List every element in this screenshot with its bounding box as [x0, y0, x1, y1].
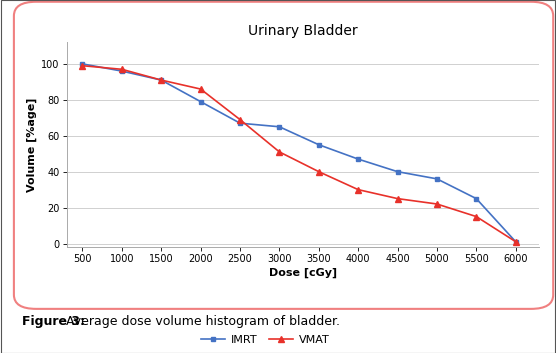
VMAT: [276, 150, 282, 154]
VMAT: [118, 67, 125, 71]
IMRT: [315, 143, 322, 147]
IMRT: [513, 240, 519, 244]
VMAT: [237, 118, 244, 122]
IMRT: [79, 62, 86, 66]
IMRT: [394, 169, 401, 174]
Legend: IMRT, VMAT: IMRT, VMAT: [196, 330, 334, 349]
IMRT: [158, 78, 165, 82]
VMAT: [473, 215, 480, 219]
IMRT: [197, 100, 204, 104]
Title: Urinary Bladder: Urinary Bladder: [248, 24, 358, 38]
Line: VMAT: VMAT: [80, 62, 519, 245]
X-axis label: Dose [cGy]: Dose [cGy]: [269, 268, 337, 279]
Y-axis label: Volume [%age]: Volume [%age]: [27, 97, 37, 192]
IMRT: [355, 157, 361, 161]
VMAT: [79, 64, 86, 68]
VMAT: [355, 187, 361, 192]
IMRT: [434, 177, 440, 181]
Text: Average dose volume histogram of bladder.: Average dose volume histogram of bladder…: [62, 315, 340, 328]
VMAT: [315, 169, 322, 174]
VMAT: [513, 240, 519, 244]
Text: Figure 3:: Figure 3:: [22, 315, 85, 328]
IMRT: [276, 125, 282, 129]
Line: IMRT: IMRT: [80, 61, 518, 244]
IMRT: [473, 197, 480, 201]
VMAT: [434, 202, 440, 206]
VMAT: [158, 78, 165, 82]
IMRT: [118, 69, 125, 73]
VMAT: [197, 87, 204, 91]
VMAT: [394, 197, 401, 201]
IMRT: [237, 121, 244, 125]
